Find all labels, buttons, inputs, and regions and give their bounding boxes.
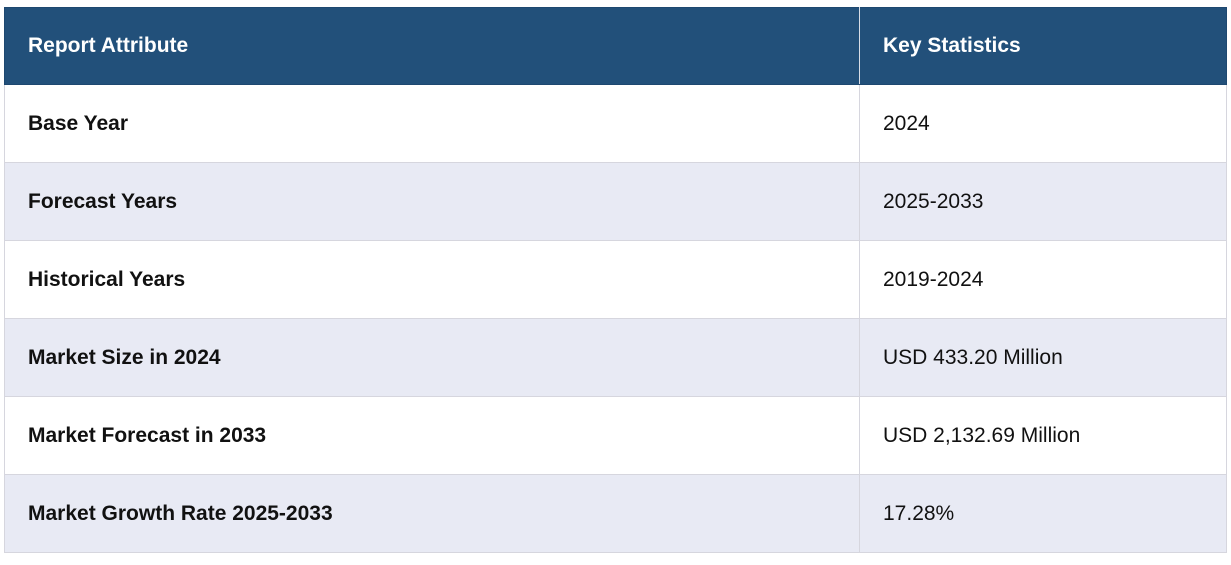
header-key-statistics: Key Statistics bbox=[859, 7, 1227, 85]
header-report-attribute: Report Attribute bbox=[4, 7, 860, 85]
row-attribute-growth-rate: Market Growth Rate 2025-2033 bbox=[4, 474, 860, 553]
table-row: Market Forecast in 2033 USD 2,132.69 Mil… bbox=[4, 396, 1227, 475]
row-value-market-size: USD 433.20 Million bbox=[859, 318, 1227, 397]
row-value-market-forecast: USD 2,132.69 Million bbox=[859, 396, 1227, 475]
row-value-historical-years: 2019-2024 bbox=[859, 240, 1227, 319]
row-value-forecast-years: 2025-2033 bbox=[859, 162, 1227, 241]
row-attribute-forecast-years: Forecast Years bbox=[4, 162, 860, 241]
table-row: Forecast Years 2025-2033 bbox=[4, 162, 1227, 241]
report-table-container: Report Attribute Key Statistics Base Yea… bbox=[4, 7, 1227, 553]
header-row: Report Attribute Key Statistics bbox=[4, 7, 1227, 85]
row-attribute-market-forecast: Market Forecast in 2033 bbox=[4, 396, 860, 475]
table-row: Market Growth Rate 2025-2033 17.28% bbox=[4, 474, 1227, 553]
row-value-growth-rate: 17.28% bbox=[859, 474, 1227, 553]
table-row: Historical Years 2019-2024 bbox=[4, 240, 1227, 319]
table-body: Base Year 2024 Forecast Years 2025-2033 … bbox=[4, 84, 1227, 553]
table-row: Market Size in 2024 USD 433.20 Million bbox=[4, 318, 1227, 397]
row-attribute-base-year: Base Year bbox=[4, 84, 860, 163]
row-attribute-historical-years: Historical Years bbox=[4, 240, 860, 319]
table-row: Base Year 2024 bbox=[4, 84, 1227, 163]
report-statistics-table: Report Attribute Key Statistics Base Yea… bbox=[4, 7, 1227, 553]
table-header: Report Attribute Key Statistics bbox=[4, 7, 1227, 85]
row-value-base-year: 2024 bbox=[859, 84, 1227, 163]
row-attribute-market-size: Market Size in 2024 bbox=[4, 318, 860, 397]
